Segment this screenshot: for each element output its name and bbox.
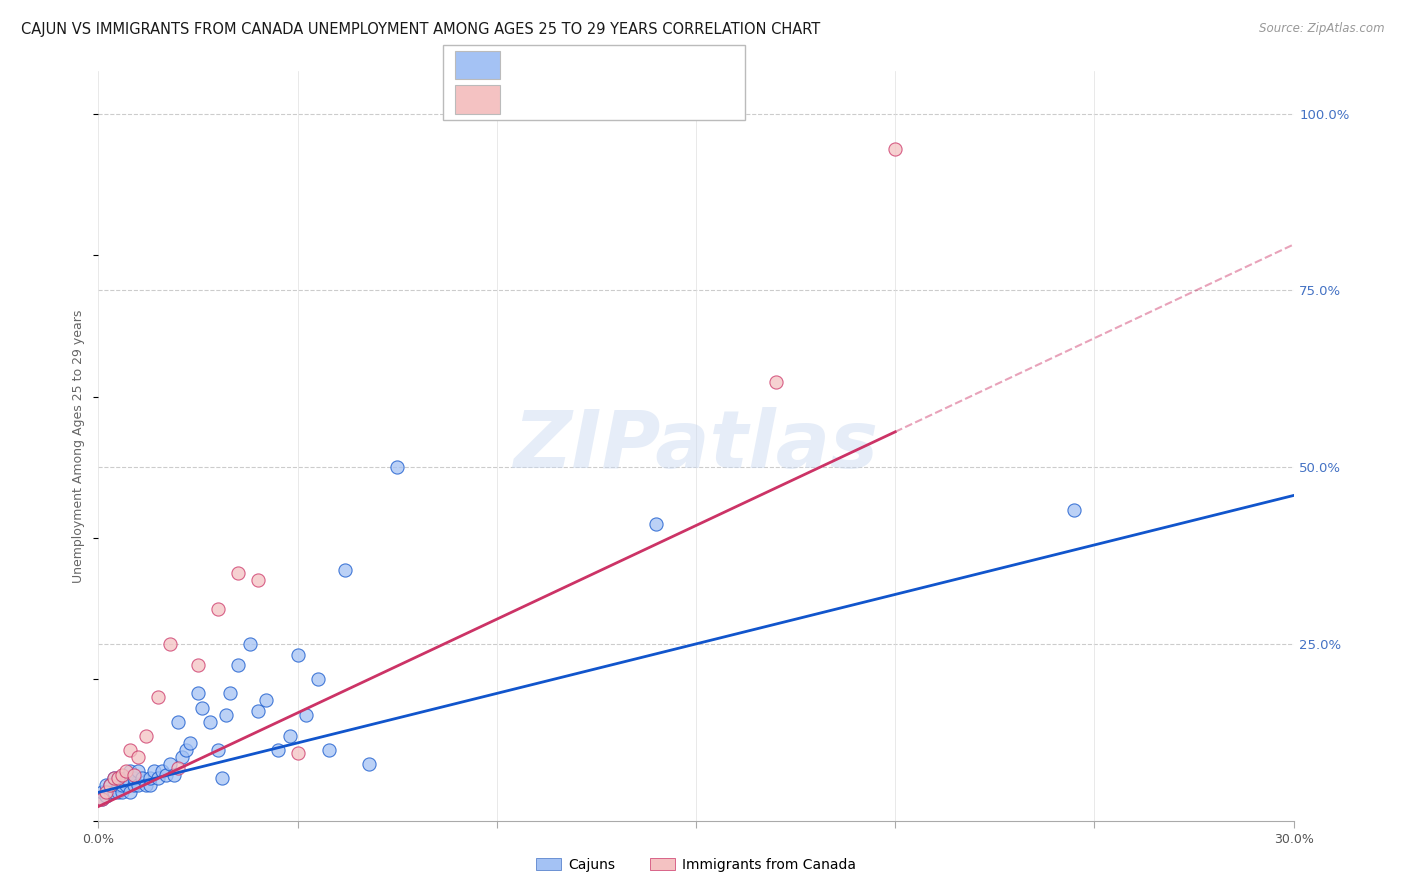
- Point: [172, 750, 194, 764]
- Point: [155, 767, 177, 781]
- Point: [359, 757, 381, 772]
- Point: [100, 778, 122, 792]
- FancyBboxPatch shape: [456, 51, 501, 79]
- FancyBboxPatch shape: [443, 45, 745, 120]
- Point: [111, 767, 134, 781]
- Text: CAJUN VS IMMIGRANTS FROM CANADA UNEMPLOYMENT AMONG AGES 25 TO 29 YEARS CORRELATI: CAJUN VS IMMIGRANTS FROM CANADA UNEMPLOY…: [21, 22, 820, 37]
- Point: [207, 601, 229, 615]
- Point: [115, 764, 138, 779]
- Point: [174, 743, 197, 757]
- Point: [167, 761, 190, 775]
- Text: R = 0.400   N = 57: R = 0.400 N = 57: [516, 56, 672, 74]
- Point: [131, 771, 153, 785]
- Point: [163, 767, 186, 781]
- Point: [124, 771, 146, 785]
- Point: [335, 563, 357, 577]
- Point: [100, 785, 122, 799]
- Point: [645, 516, 668, 531]
- Point: [127, 778, 149, 792]
- Text: R =  0.441   N = 21: R = 0.441 N = 21: [516, 90, 678, 108]
- Point: [187, 686, 209, 700]
- Point: [127, 750, 149, 764]
- Point: [254, 693, 277, 707]
- Point: [111, 778, 134, 792]
- Point: [294, 707, 316, 722]
- Point: [207, 743, 229, 757]
- Point: [159, 757, 181, 772]
- Point: [159, 637, 181, 651]
- Point: [107, 771, 129, 785]
- Point: [96, 785, 118, 799]
- Point: [267, 743, 290, 757]
- Text: ZIPatlas: ZIPatlas: [513, 407, 879, 485]
- Point: [148, 690, 170, 704]
- Point: [139, 771, 162, 785]
- Point: [150, 764, 173, 779]
- Point: [127, 764, 149, 779]
- Point: [124, 767, 146, 781]
- Point: [111, 785, 134, 799]
- FancyBboxPatch shape: [456, 85, 501, 113]
- Point: [143, 764, 166, 779]
- Point: [307, 673, 329, 687]
- Point: [884, 142, 907, 156]
- Point: [318, 743, 340, 757]
- Point: [107, 771, 129, 785]
- Point: [120, 764, 142, 779]
- Point: [135, 778, 157, 792]
- Point: [1063, 502, 1085, 516]
- Point: [103, 771, 125, 785]
- Point: [139, 778, 162, 792]
- Point: [167, 714, 190, 729]
- Point: [100, 778, 122, 792]
- Point: [135, 729, 157, 743]
- Point: [215, 707, 238, 722]
- Point: [179, 736, 201, 750]
- Point: [96, 789, 118, 803]
- Point: [107, 785, 129, 799]
- Point: [198, 714, 221, 729]
- Point: [226, 658, 249, 673]
- Point: [124, 778, 146, 792]
- Point: [115, 771, 138, 785]
- Point: [115, 778, 138, 792]
- Point: [246, 704, 269, 718]
- Point: [96, 778, 118, 792]
- Point: [91, 792, 114, 806]
- Point: [187, 658, 209, 673]
- Point: [287, 648, 309, 662]
- Point: [91, 792, 114, 806]
- Point: [278, 729, 301, 743]
- Legend: Cajuns, Immigrants from Canada: Cajuns, Immigrants from Canada: [530, 852, 862, 878]
- Point: [765, 376, 787, 390]
- Y-axis label: Unemployment Among Ages 25 to 29 years: Unemployment Among Ages 25 to 29 years: [72, 310, 86, 582]
- Point: [148, 771, 170, 785]
- Point: [120, 743, 142, 757]
- Point: [226, 566, 249, 581]
- Point: [120, 785, 142, 799]
- Point: [107, 778, 129, 792]
- Text: Source: ZipAtlas.com: Source: ZipAtlas.com: [1260, 22, 1385, 36]
- Point: [191, 700, 214, 714]
- Point: [385, 460, 409, 475]
- Point: [219, 686, 242, 700]
- Point: [239, 637, 262, 651]
- Point: [211, 771, 233, 785]
- Point: [103, 771, 125, 785]
- Point: [91, 785, 114, 799]
- Point: [287, 747, 309, 761]
- Point: [103, 785, 125, 799]
- Point: [246, 574, 269, 588]
